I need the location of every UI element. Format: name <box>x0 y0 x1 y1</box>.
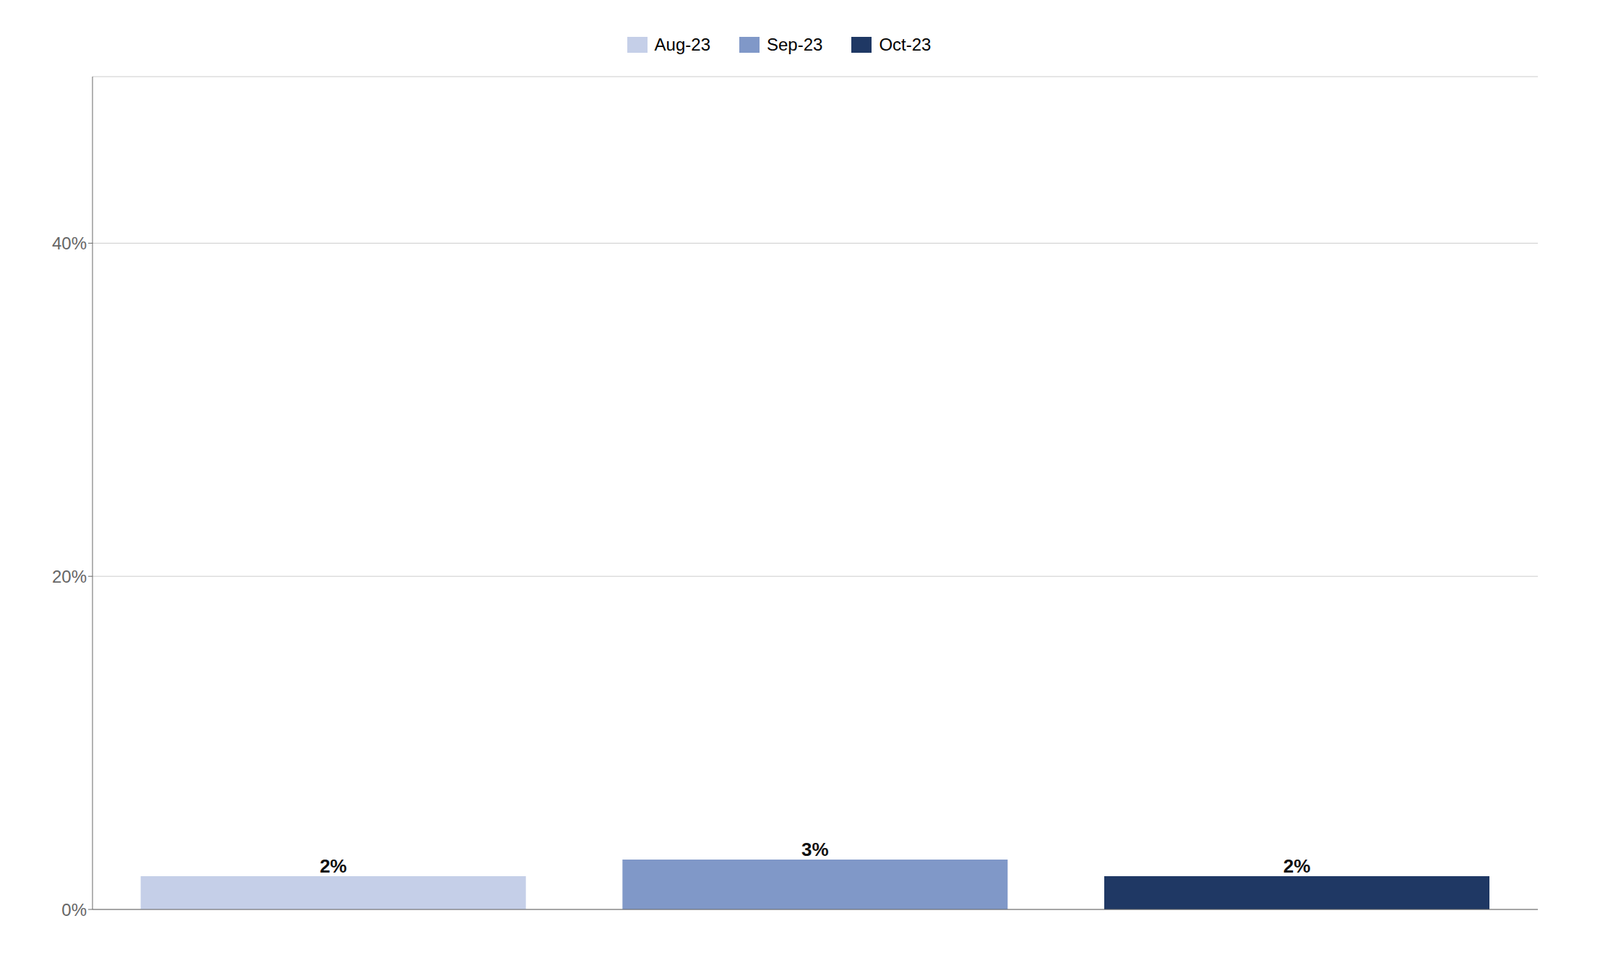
svg-text:2%: 2% <box>319 854 347 877</box>
svg-text:20%: 20% <box>52 566 87 587</box>
html-text:Sep-23: Sep-23 <box>766 34 823 55</box>
html-text:Oct-23: Oct-23 <box>879 34 932 55</box>
html-text:Aug-23: Aug-23 <box>654 34 711 55</box>
svg-text:40%: 40% <box>52 233 87 253</box>
svg-text:2%: 2% <box>1283 854 1311 877</box>
svg-text:0%: 0% <box>61 899 87 920</box>
svg-text:3%: 3% <box>801 838 829 860</box>
